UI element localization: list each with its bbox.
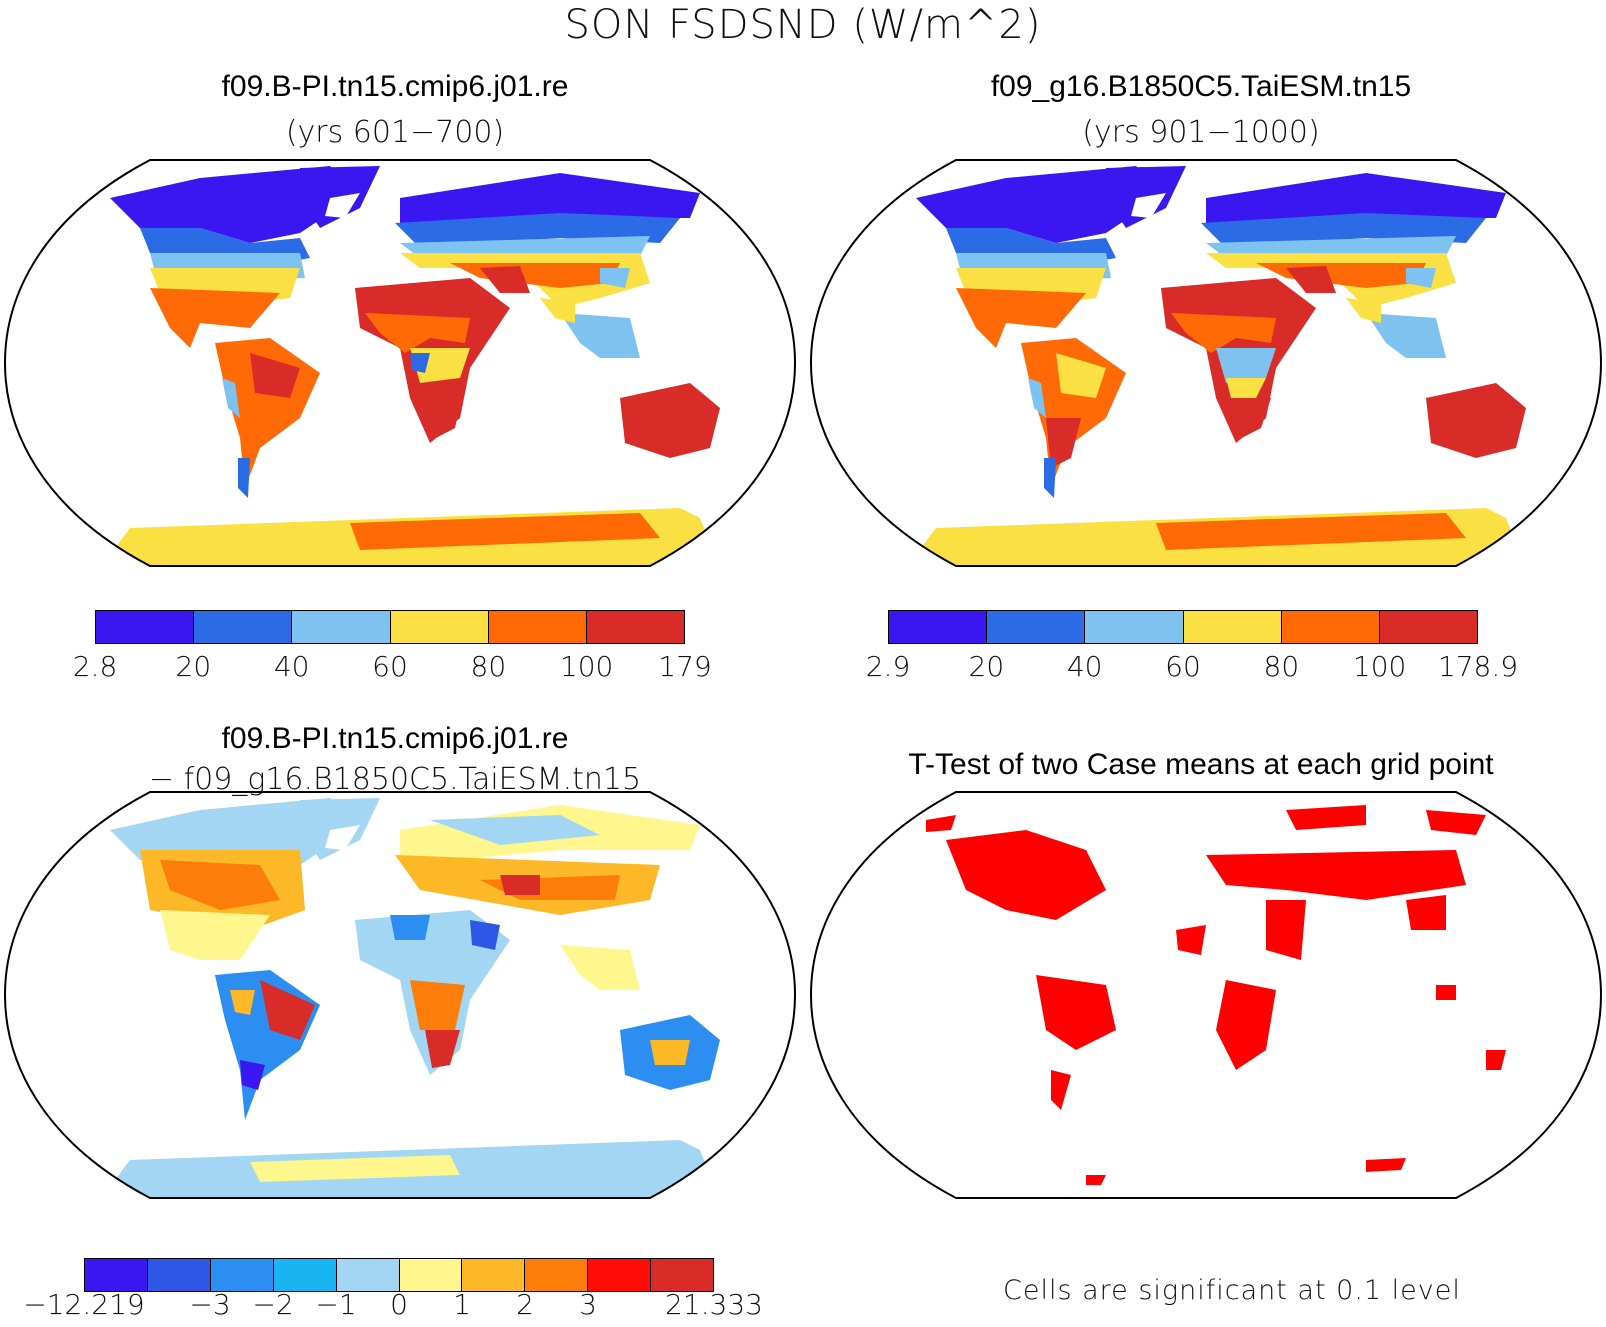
panel4-map [809,791,1603,1199]
panel4-title: T-Test of two Case means at each grid po… [908,748,1494,781]
colorbar-swatch [588,1259,652,1291]
colorbar2 [888,610,1478,644]
colorbar-tick-label: 40 [273,650,310,683]
colorbar-tick-label: 178.9 [1437,650,1519,683]
colorbar-swatch [147,1259,211,1291]
colorbar-tick-label: 60 [372,650,408,683]
colorbar-tick-label: 80 [470,650,507,683]
colorbar-tick-label: 20 [968,650,1005,683]
colorbar-swatch [390,611,489,643]
colorbar-tick-label: −12.219 [23,1288,145,1321]
colorbar1 [95,610,685,644]
colorbar-swatch [488,611,587,643]
colorbar-swatch [1085,611,1184,643]
colorbar-tick-label: 0 [390,1288,408,1321]
colorbar-swatch [651,1259,714,1291]
colorbar-swatch [1183,611,1282,643]
colorbar-swatch [889,611,988,643]
colorbar-tick-label: 2.8 [72,650,118,683]
colorbar-swatch [336,1259,400,1291]
colorbar-tick-label: 20 [175,650,212,683]
colorbar-swatch [1281,611,1380,643]
colorbar-tick-label: −1 [315,1288,357,1321]
panel1-title: f09.B-PI.tn15.cmip6.j01.re [221,70,569,103]
panel2-map [809,159,1603,567]
colorbar-tick-label: −3 [189,1288,231,1321]
colorbar-tick-label: 1 [453,1288,471,1321]
panel2-subtitle: (yrs 901−1000) [1082,115,1320,150]
colorbar-swatch [1379,611,1478,643]
colorbar-swatch [292,611,391,643]
colorbar-tick-label: 2.9 [865,650,911,683]
colorbar-tick-label: 100 [1352,650,1407,683]
colorbar-swatch [399,1259,463,1291]
colorbar-swatch [987,611,1086,643]
colorbar2-labels: 2.9 20 40 60 80 100 178.9 [866,650,1518,690]
eurasia-region [400,173,700,228]
colorbar-tick-label: 40 [1066,650,1103,683]
colorbar-swatch [85,1259,148,1291]
colorbar-swatch [525,1259,589,1291]
significance-note: Cells are significant at 0.1 level [1003,1275,1461,1306]
colorbar-swatch [586,611,685,643]
colorbar-swatch [462,1259,526,1291]
colorbar3 [84,1258,714,1292]
australia-region [620,383,720,458]
panel2-title: f09_g16.B1850C5.TaiESM.tn15 [990,70,1412,103]
colorbar3-labels: −12.219 −3 −2 −1 0 1 2 3 21.333 [23,1288,763,1324]
colorbar-swatch [273,1259,337,1291]
colorbar-tick-label: 179 [658,650,712,683]
colorbar-tick-label: 3 [579,1288,597,1321]
colorbar-tick-label: 21.333 [665,1288,763,1321]
colorbar-tick-label: 2 [516,1288,534,1321]
panel3-map [3,791,797,1199]
colorbar-tick-label: 100 [559,650,614,683]
figure-title: SON FSDSND (W/m^2) [564,2,1042,48]
panel1-subtitle: (yrs 601−700) [285,115,505,150]
colorbar-tick-label: 80 [1263,650,1300,683]
colorbar-tick-label: −2 [252,1288,294,1321]
colorbar-tick-label: 60 [1165,650,1201,683]
panel1-map [3,159,797,567]
north-america-region [110,166,360,243]
colorbar-swatch [96,611,195,643]
colorbar-swatch [210,1259,274,1291]
colorbar-swatch [194,611,293,643]
colorbar1-labels: 2.8 20 40 60 80 100 179 [73,650,712,690]
panel3-title: f09.B-PI.tn15.cmip6.j01.re [221,722,569,755]
